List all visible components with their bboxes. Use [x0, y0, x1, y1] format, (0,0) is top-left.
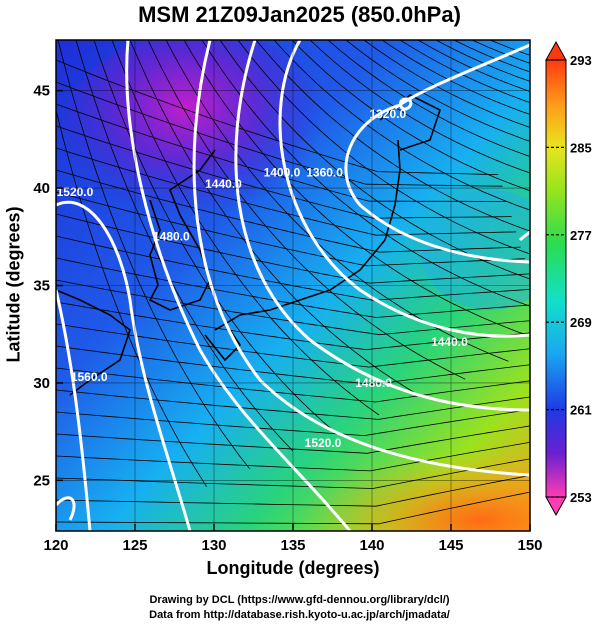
- contour-label: 1320.0: [369, 107, 406, 121]
- streamline: [273, 40, 530, 211]
- credit-data: Data from http://database.rish.kyoto-u.a…: [149, 609, 450, 621]
- y-tick-label: 35: [33, 278, 50, 295]
- streamline: [56, 367, 530, 403]
- streamline: [381, 40, 530, 115]
- contour-labels: 1320.0 1360.0 1400.0 1440.0 1480.0 1520.0 1440…: [57, 107, 468, 450]
- y-tick-label: 30: [33, 375, 50, 392]
- colorbar-tick-label: 269: [570, 315, 592, 330]
- streamline: [201, 40, 530, 307]
- streamline: [56, 458, 530, 489]
- streamline: [399, 40, 530, 103]
- x-axis-ticks: 120 125 130 135 140 145 150: [43, 524, 543, 554]
- lat-lon-grid: [56, 40, 530, 531]
- contour-label: 1560.0: [71, 370, 108, 384]
- streamline: [56, 475, 530, 507]
- y-tick-label: 40: [33, 180, 50, 197]
- colorbar-ticks: 293 285 277 269 261 253: [546, 53, 592, 505]
- colorbar-tick-label: 261: [570, 403, 592, 418]
- streamline: [56, 147, 517, 236]
- colorbar: 293 285 277 269 261 253: [545, 40, 592, 517]
- contour-label: 1400.0: [264, 165, 301, 179]
- colorbar-top-arrow: [545, 40, 567, 61]
- streamline: [291, 40, 530, 192]
- wind-streamlines: [56, 40, 530, 525]
- streamline: [56, 301, 530, 351]
- streamline: [56, 125, 512, 219]
- x-tick-label: 145: [438, 537, 463, 554]
- y-tick-label: 25: [33, 472, 50, 489]
- streamline: [56, 108, 207, 487]
- x-tick-label: 135: [280, 537, 305, 554]
- streamline: [57, 40, 251, 470]
- streamline: [56, 441, 530, 472]
- y-tick-label: 45: [33, 83, 50, 100]
- y-axis-label: Latitude (degrees): [3, 206, 24, 363]
- contour-label: 1440.0: [205, 177, 242, 191]
- streamline: [255, 40, 530, 232]
- colorbar-tick-label: 285: [570, 140, 592, 155]
- streamline: [56, 279, 530, 336]
- x-tick-label: 150: [517, 537, 542, 554]
- contour-label: 1480.0: [153, 230, 190, 244]
- x-tick-label: 140: [359, 537, 384, 554]
- streamline: [75, 40, 294, 452]
- streamline: [435, 40, 530, 82]
- streamline: [417, 40, 530, 92]
- x-tick-label: 125: [122, 537, 147, 554]
- colorbar-body: [545, 59, 567, 498]
- streamline: [56, 425, 530, 454]
- credit-drawing: Drawing by DCL (https://www.gfd-dennou.o…: [149, 594, 450, 606]
- streamline: [129, 40, 423, 398]
- streamline: [363, 40, 530, 128]
- streamline: [93, 40, 337, 434]
- x-tick-label: 130: [201, 537, 226, 554]
- streamline: [56, 213, 530, 284]
- streamline: [56, 191, 525, 267]
- x-axis-label: Longitude (degrees): [206, 558, 380, 578]
- streamline: [327, 40, 530, 157]
- colorbar-tick-label: 293: [570, 53, 592, 68]
- contour-label: 1520.0: [57, 185, 94, 199]
- streamline: [237, 40, 530, 255]
- streamline: [56, 103, 507, 202]
- streamline: [56, 389, 530, 420]
- contour-label: 1360.0: [306, 165, 343, 179]
- coastlines: [56, 94, 441, 396]
- map-title: MSM 21Z09Jan2025 (850.0hPa): [138, 2, 461, 27]
- colorbar-bottom-arrow: [545, 496, 567, 517]
- streamline: [56, 345, 530, 385]
- streamline: [56, 491, 530, 525]
- contour-label: 1520.0: [305, 436, 342, 450]
- colorbar-tick-label: 253: [570, 490, 592, 505]
- colorbar-tick-label: 277: [570, 228, 592, 243]
- streamline: [345, 40, 530, 142]
- height-contours: [56, 40, 530, 531]
- contour-label: 1440.0: [431, 335, 468, 349]
- streamline: [56, 323, 530, 368]
- y-axis-ticks: 25 30 35 40 45: [33, 83, 63, 489]
- streamline: [111, 40, 380, 416]
- streamline: [219, 40, 530, 280]
- streamline: [56, 409, 530, 437]
- x-tick-label: 120: [43, 537, 68, 554]
